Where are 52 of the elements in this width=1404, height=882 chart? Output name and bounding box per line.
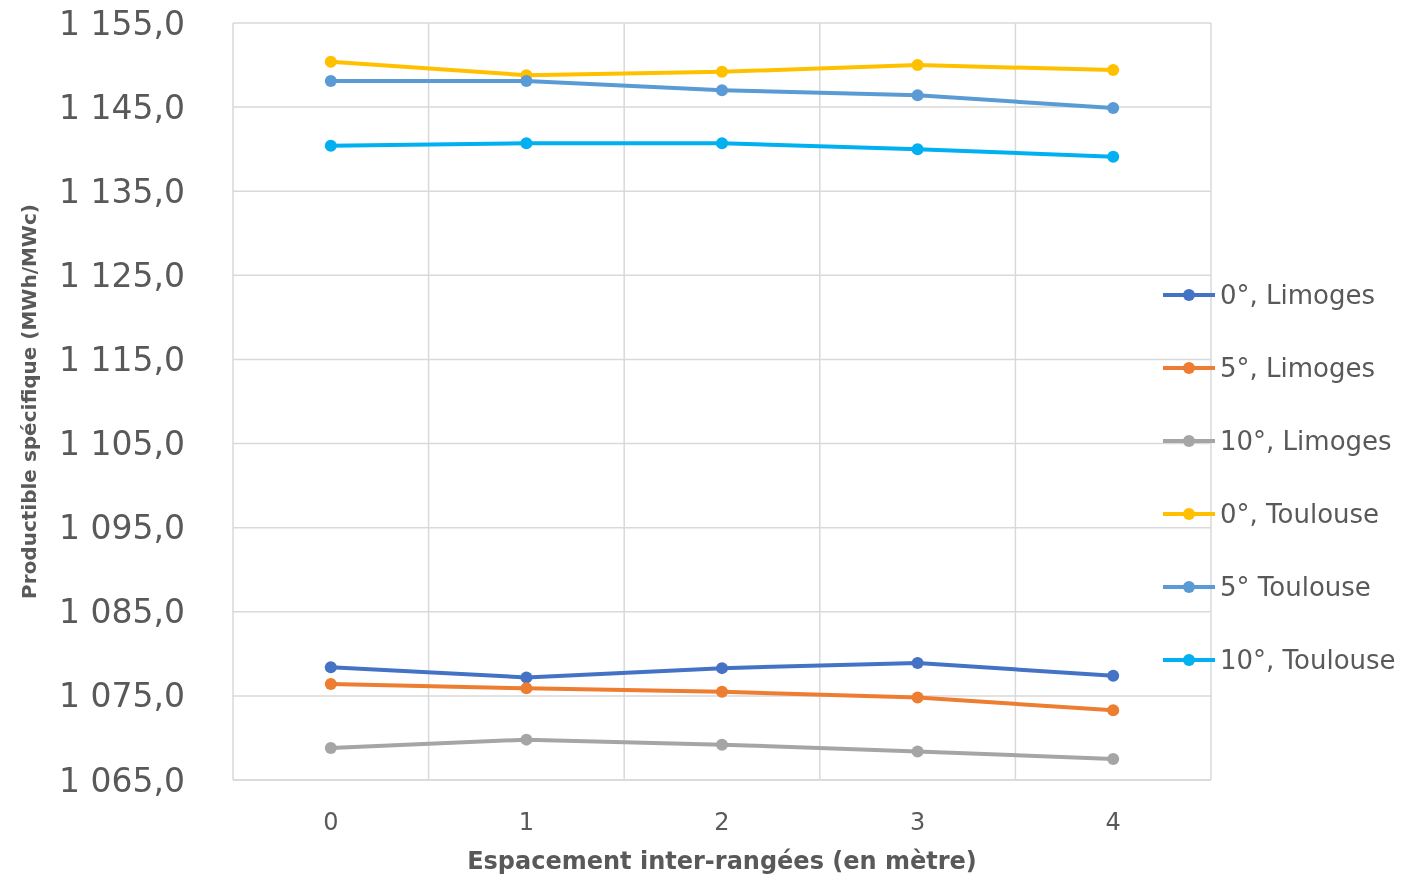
point: [911, 143, 924, 156]
point: [911, 691, 924, 704]
x-tick-label: 4: [1105, 808, 1121, 836]
point: [324, 55, 337, 68]
point: [1107, 101, 1120, 114]
point: [716, 137, 728, 150]
legend-label: 5° Toulouse: [1220, 572, 1371, 603]
x-tick-label: 3: [909, 808, 926, 836]
point: [716, 84, 728, 97]
point: [1107, 704, 1120, 717]
y-tick-label: 1 105,0: [59, 424, 185, 464]
y-tick-label: 1 115,0: [59, 339, 185, 379]
x-tick-label: 1: [518, 808, 535, 836]
point: [716, 662, 728, 675]
point: [911, 745, 924, 758]
legend-label: 10°, Limoges: [1220, 426, 1392, 457]
point: [1107, 64, 1120, 77]
point: [324, 75, 337, 88]
point: [1107, 752, 1120, 765]
y-tick-label: 1 145,0: [59, 87, 185, 127]
y-tick-label: 1 065,0: [59, 760, 185, 800]
point: [911, 89, 924, 102]
point: [911, 657, 924, 670]
y-tick-label: 1 095,0: [59, 508, 185, 548]
point: [1107, 669, 1120, 682]
point: [324, 139, 337, 152]
point: [716, 65, 728, 78]
point: [716, 738, 728, 751]
point: [911, 59, 924, 72]
y-tick-label: 1 155,0: [59, 3, 185, 43]
legend-label: 10°, Toulouse: [1220, 645, 1396, 676]
x-tick-label: 2: [714, 808, 730, 836]
point: [520, 671, 533, 684]
point: [324, 742, 337, 755]
y-tick-label: 1 075,0: [59, 676, 185, 716]
y-tick-label: 1 085,0: [59, 592, 185, 632]
y-tick-label: 1 135,0: [59, 171, 185, 211]
legend-label: 5°, Limoges: [1220, 353, 1376, 384]
legend-label: 0°, Limoges: [1220, 280, 1376, 311]
point: [520, 682, 533, 695]
x-tick-label: 0: [323, 808, 339, 836]
point: [324, 661, 337, 674]
x-axis-title: Espacement inter-rangées (en mètre): [467, 847, 977, 875]
point: [520, 733, 533, 746]
point: [520, 75, 533, 88]
legend-label: 0°, Toulouse: [1220, 499, 1380, 530]
point: [520, 137, 533, 150]
point: [324, 678, 337, 691]
point: [716, 685, 728, 698]
point: [1107, 150, 1120, 163]
y-tick-label: 1 125,0: [59, 255, 185, 295]
y-axis-title: Productible spécifique (MWh/MWc): [17, 204, 41, 599]
